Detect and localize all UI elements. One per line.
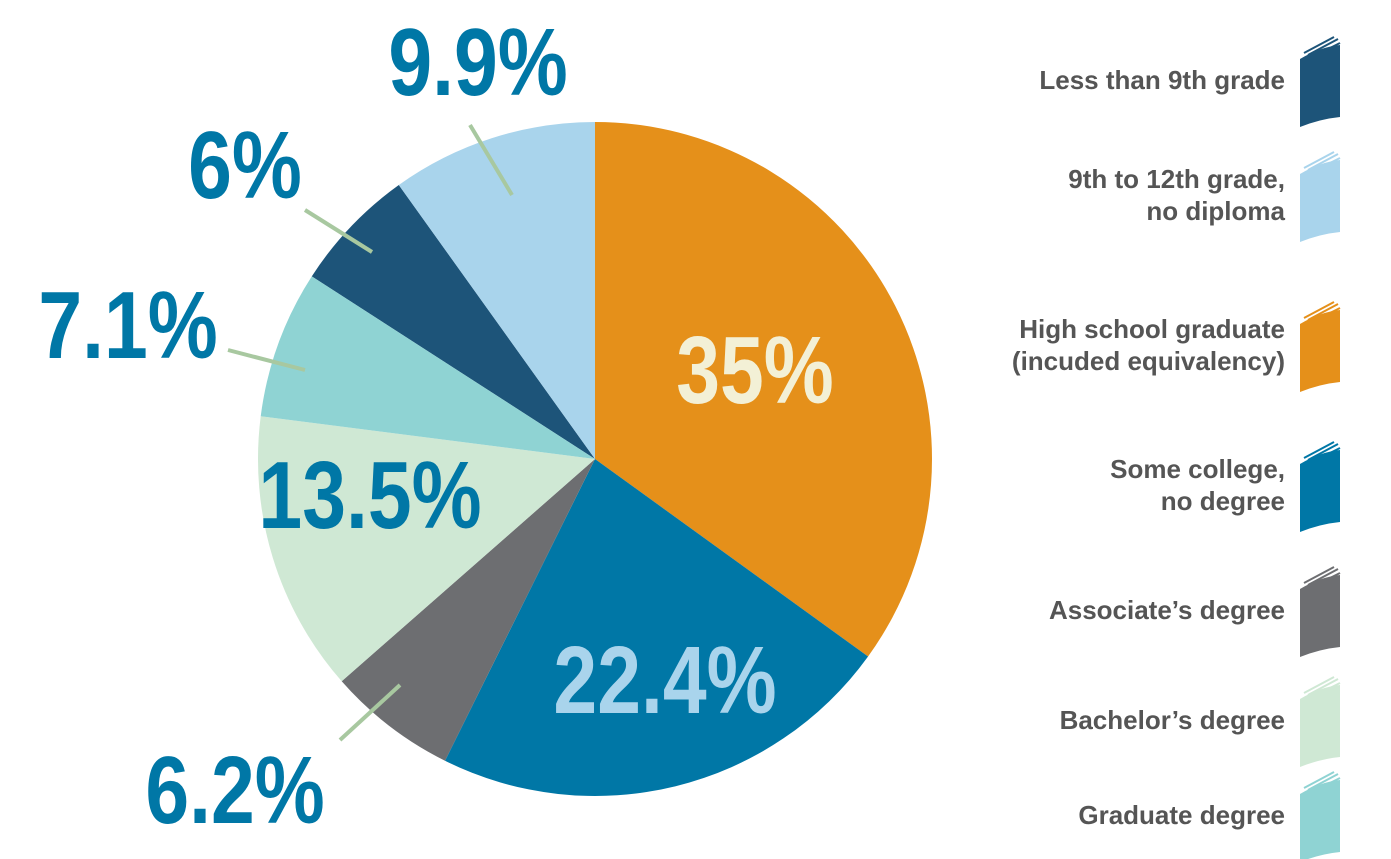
data-label: 22.4% [553, 626, 776, 733]
legend-label: High school graduate (incuded equivalenc… [1011, 314, 1285, 376]
book-cover [1300, 685, 1340, 767]
legend-label: Bachelor’s degree [1059, 705, 1285, 735]
book-cover [1300, 450, 1340, 532]
pie-slice [398, 122, 595, 459]
pie-slice [341, 459, 595, 761]
legend-label: Less than 9th grade [1039, 65, 1285, 95]
data-label: 13.5% [258, 441, 481, 548]
leader-line [338, 683, 402, 742]
book-cover [1300, 160, 1340, 242]
leader-line [468, 123, 514, 197]
book-cover [1300, 310, 1340, 392]
legend-icon [1300, 301, 1341, 392]
data-label: 35% [676, 316, 834, 423]
book-cover [1300, 575, 1340, 657]
legend-icon [1300, 771, 1341, 859]
legend-icon [1300, 676, 1341, 767]
legend-icon [1300, 566, 1341, 657]
data-label: 9.9% [388, 8, 567, 115]
legend-label: Some college, no degree [1110, 454, 1285, 516]
leader-line [303, 208, 374, 254]
legend-icon [1300, 151, 1341, 242]
legend-icon [1300, 441, 1341, 532]
data-label: 6% [188, 111, 302, 218]
pie-slice [444, 459, 869, 797]
legend-label: Associate’s degree [1048, 595, 1285, 625]
data-label: 7.1% [38, 271, 217, 378]
book-cover [1300, 780, 1340, 859]
data-label: 6.2% [145, 736, 324, 843]
pie-slice [260, 276, 595, 459]
legend-label: 9th to 12th grade, no diploma [1068, 164, 1285, 226]
legend-icon [1300, 36, 1341, 127]
pie-slice [595, 122, 932, 657]
book-cover [1300, 45, 1340, 127]
pie-slice [311, 185, 595, 459]
pie-slice [258, 416, 595, 682]
leader-line [227, 348, 306, 372]
legend-label: Graduate degree [1078, 800, 1285, 830]
